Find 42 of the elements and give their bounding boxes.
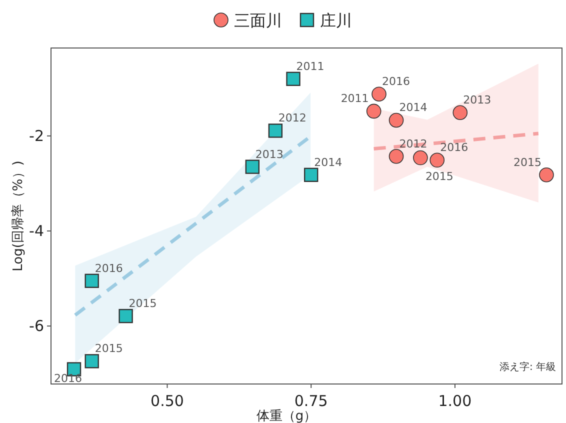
legend-label: 庄川 — [320, 11, 352, 30]
annotation: 2013 — [463, 94, 492, 107]
annotation: 2016 — [440, 141, 468, 154]
point — [388, 112, 404, 128]
point — [372, 86, 386, 102]
annotation: 2012 — [399, 137, 428, 150]
point — [118, 308, 133, 324]
annotation: 2014 — [314, 156, 342, 169]
point — [366, 104, 382, 119]
x-tick-label: 0.75 — [294, 392, 328, 410]
legend-label: 三面川 — [234, 11, 282, 30]
y-tick-label: -4 — [29, 222, 44, 240]
point — [430, 152, 445, 168]
point — [286, 72, 300, 86]
annotation: 2015 — [128, 297, 157, 310]
point — [304, 168, 318, 182]
point — [84, 354, 99, 368]
annotation: 添え字: 年級 — [499, 361, 556, 373]
annotation: 2016 — [382, 75, 410, 88]
annotation: 2015 — [94, 342, 123, 356]
point — [388, 148, 404, 164]
annotation: 2012 — [278, 112, 306, 125]
y-tick-label: -6 — [29, 317, 44, 336]
point — [245, 160, 260, 174]
annotation: 2011 — [340, 92, 369, 106]
x-tick-label: 0.50 — [150, 392, 184, 410]
x-axis-title: 体重（g） — [256, 409, 317, 423]
point — [84, 274, 99, 288]
x-tick-label: 1.00 — [438, 392, 472, 410]
y-axis-title: Log(回帰率（%）) — [10, 160, 26, 272]
annotation: 2015 — [425, 170, 454, 183]
annotation: 2015 — [513, 156, 542, 169]
point — [539, 167, 554, 182]
y-tick-label: -2 — [29, 126, 44, 145]
annotation: 2014 — [399, 101, 428, 114]
annotation: 2013 — [255, 148, 284, 161]
annotation: 2016 — [94, 262, 123, 275]
point — [413, 150, 428, 166]
annotation: 2016 — [54, 372, 82, 385]
point — [452, 105, 468, 120]
point — [268, 124, 283, 138]
annotation: 2011 — [296, 60, 324, 73]
